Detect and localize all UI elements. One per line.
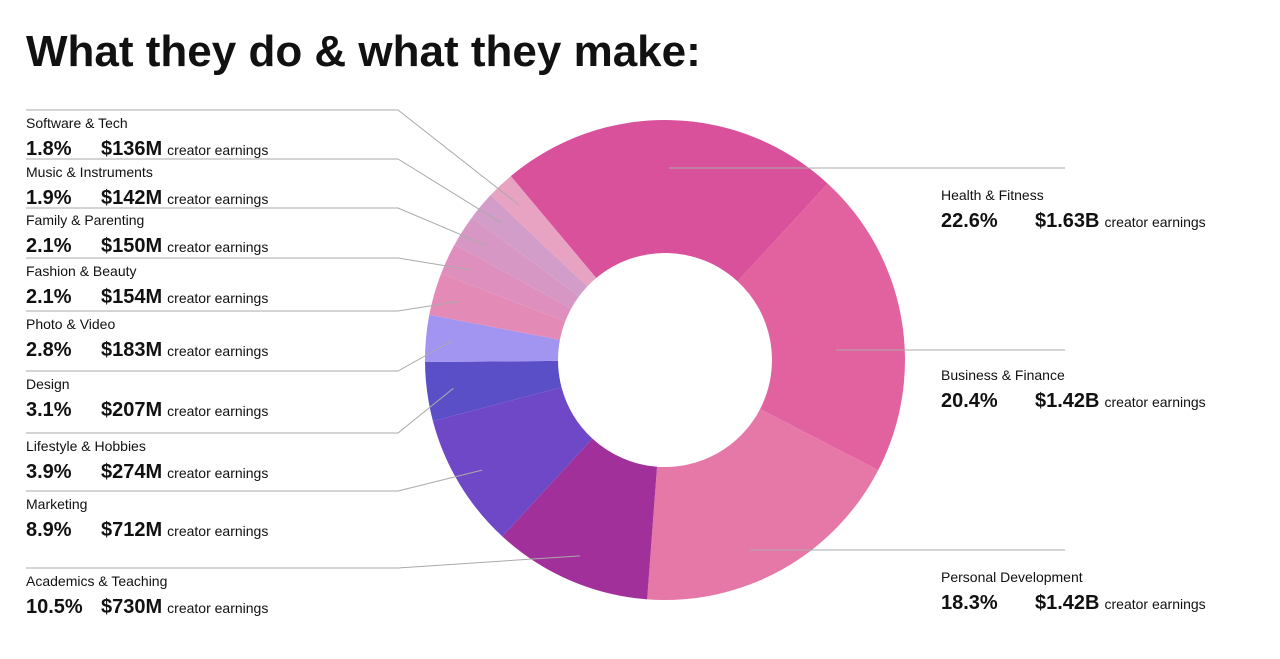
percent-label: 2.1%: [26, 235, 72, 257]
earnings-note: creator earnings: [1105, 214, 1206, 230]
percent-label: 18.3%: [941, 592, 998, 614]
percent-label: 2.8%: [26, 339, 72, 361]
leader-line: [26, 555, 580, 569]
leader-line: [26, 340, 453, 372]
percent-label: 3.9%: [26, 461, 72, 483]
earnings-label: $1.42B: [1035, 390, 1100, 412]
donut-segment: [502, 438, 658, 600]
earnings-label: $274M: [101, 461, 162, 483]
earnings-note: creator earnings: [167, 600, 268, 616]
leader-line: [26, 469, 483, 492]
earnings-note: creator earnings: [1105, 596, 1206, 612]
leader-line: [26, 109, 519, 205]
leader-line: [26, 158, 502, 224]
earnings-label: $142M: [101, 187, 162, 209]
donut-segment: [425, 360, 562, 422]
leader-line: [26, 257, 472, 271]
earnings-note: creator earnings: [167, 465, 268, 481]
donut: [425, 120, 906, 600]
category-label: Fashion & Beauty: [26, 263, 137, 279]
category-label: Health & Fitness: [941, 187, 1044, 203]
earnings-label: $1.63B: [1035, 210, 1100, 232]
earnings-label: $712M: [101, 519, 162, 541]
earnings-label: $730M: [101, 596, 162, 618]
earnings-note: creator earnings: [1105, 394, 1206, 410]
category-label: Design: [26, 376, 70, 392]
earnings-label: $154M: [101, 286, 162, 308]
donut-segment: [441, 244, 572, 322]
earnings-note: creator earnings: [167, 290, 268, 306]
category-label: Personal Development: [941, 569, 1083, 585]
percent-label: 20.4%: [941, 390, 998, 412]
donut-segment: [425, 314, 560, 363]
earnings-note: creator earnings: [167, 239, 268, 255]
percent-label: 1.8%: [26, 138, 72, 160]
percent-label: 2.1%: [26, 286, 72, 308]
earnings-label: $1.42B: [1035, 592, 1100, 614]
donut-segment: [471, 195, 588, 297]
donut-segment: [454, 217, 579, 309]
category-label: Lifestyle & Hobbies: [26, 438, 146, 454]
earnings-label: $183M: [101, 339, 162, 361]
earnings-note: creator earnings: [167, 403, 268, 419]
percent-label: 22.6%: [941, 210, 998, 232]
leader-line: [26, 207, 486, 246]
donut-segment: [510, 120, 828, 282]
percent-label: 1.9%: [26, 187, 72, 209]
category-label: Family & Parenting: [26, 212, 144, 228]
earnings-label: $136M: [101, 138, 162, 160]
earnings-note: creator earnings: [167, 191, 268, 207]
earnings-note: creator earnings: [167, 523, 268, 539]
category-label: Music & Instruments: [26, 164, 153, 180]
donut-segment: [432, 387, 593, 537]
donut-segment: [737, 183, 906, 471]
earnings-label: $207M: [101, 399, 162, 421]
leader-line: [26, 387, 454, 434]
earnings-note: creator earnings: [167, 142, 268, 158]
donut-segment: [429, 273, 566, 340]
category-label: Marketing: [26, 496, 87, 512]
earnings-label: $150M: [101, 235, 162, 257]
donut-segment: [647, 409, 879, 600]
category-label: Photo & Video: [26, 316, 115, 332]
category-label: Academics & Teaching: [26, 573, 167, 589]
percent-label: 10.5%: [26, 596, 83, 618]
earnings-note: creator earnings: [167, 343, 268, 359]
percent-label: 8.9%: [26, 519, 72, 541]
category-label: Business & Finance: [941, 367, 1065, 383]
category-label: Software & Tech: [26, 115, 128, 131]
chart-title: What they do & what they make:: [26, 27, 701, 76]
percent-label: 3.1%: [26, 399, 72, 421]
leader-line: [26, 300, 460, 312]
